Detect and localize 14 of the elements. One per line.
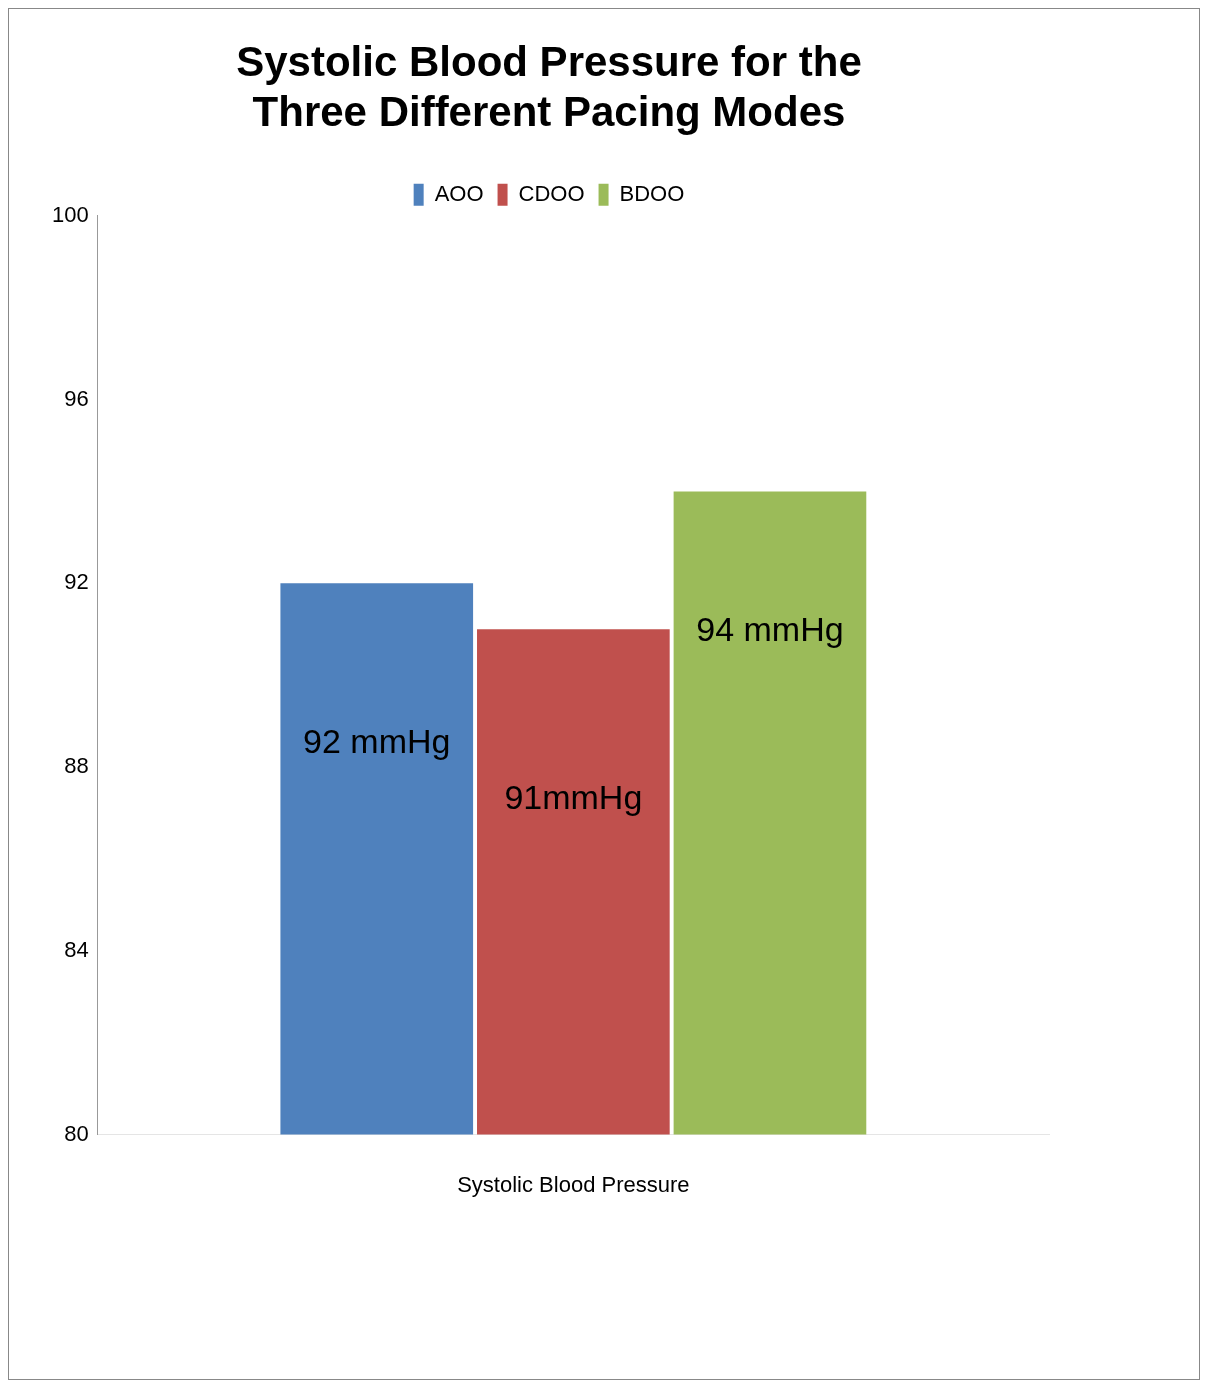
y-tick-label: 96 <box>64 385 89 411</box>
legend-label: CDOO <box>518 180 585 206</box>
y-tick-label: 80 <box>64 1120 89 1146</box>
data-label: 91mmHg <box>504 777 643 816</box>
x-tick-label: Systolic Blood Pressure <box>457 1171 690 1197</box>
y-tick-label: 88 <box>64 753 89 779</box>
legend-label: BDOO <box>619 180 685 206</box>
y-tick-label: 100 <box>51 201 89 227</box>
chart-title: Systolic Blood Pressure for the Three Different Pacing Modes <box>236 37 862 136</box>
legend-label: AOO <box>434 180 484 206</box>
data-label: 94 mmHg <box>696 609 844 648</box>
y-tick-label: 92 <box>64 569 89 595</box>
data-label: 92 mmHg <box>303 721 451 760</box>
y-tick-label: 84 <box>64 936 89 962</box>
